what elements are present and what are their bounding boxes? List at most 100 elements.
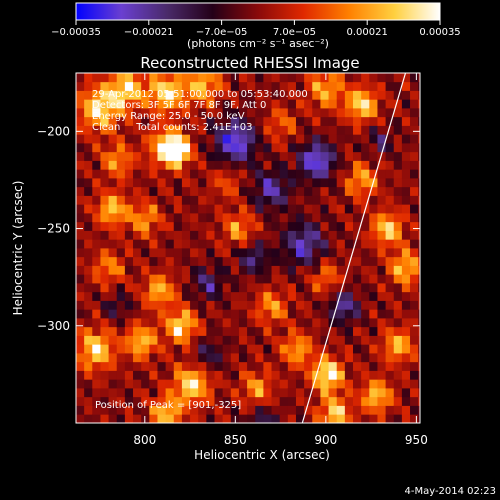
heatmap-cell xyxy=(84,221,93,231)
heatmap-cell xyxy=(418,291,420,301)
heatmap-cell xyxy=(76,291,85,301)
heatmap-cell xyxy=(287,300,297,310)
heatmap-cell xyxy=(165,318,175,328)
heatmap-cell xyxy=(157,248,167,258)
heatmap-cell xyxy=(385,326,395,336)
heatmap-cell xyxy=(304,274,313,284)
heatmap-cell xyxy=(181,125,191,135)
heatmap-cell xyxy=(100,116,109,126)
plot-area: 800 850 900 950−200−250−300 xyxy=(37,72,428,447)
heatmap-cell xyxy=(263,90,272,100)
heatmap-cell xyxy=(393,274,403,284)
heatmap-cell xyxy=(133,353,142,363)
heatmap-cell xyxy=(206,195,215,205)
heatmap-cell xyxy=(279,414,289,423)
heatmap-cell xyxy=(181,326,191,336)
heatmap-cell xyxy=(328,143,338,153)
heatmap-cell xyxy=(133,178,142,188)
heatmap-cell xyxy=(336,178,346,188)
heatmap-cell xyxy=(214,178,224,188)
heatmap-cell xyxy=(279,326,289,336)
heatmap-cell xyxy=(222,370,232,380)
heatmap-cell xyxy=(328,178,338,188)
heatmap-cell xyxy=(377,169,386,179)
heatmap-cell xyxy=(108,405,118,415)
heatmap-cell xyxy=(100,291,109,301)
heatmap-cell xyxy=(247,116,256,126)
heatmap-cell xyxy=(133,309,142,319)
heatmap-cell xyxy=(369,125,378,135)
heatmap-cell xyxy=(222,344,232,354)
heatmap-cell xyxy=(149,344,158,354)
heatmap-cell xyxy=(271,186,281,196)
heatmap-cell xyxy=(328,169,338,179)
heatmap-cell xyxy=(190,318,199,328)
heatmap-cell xyxy=(312,379,321,389)
heatmap-cell xyxy=(100,335,109,345)
heatmap-cell xyxy=(92,108,101,118)
heatmap-cell xyxy=(198,248,207,258)
heatmap-cell xyxy=(173,134,183,144)
heatmap-cell xyxy=(76,370,85,380)
heatmap-cell xyxy=(92,274,101,284)
heatmap-cell xyxy=(173,283,183,293)
heatmap-cell xyxy=(108,318,118,328)
heatmap-cell xyxy=(190,151,199,161)
heatmap-cell xyxy=(206,318,215,328)
heatmap-cell xyxy=(247,265,256,275)
heatmap-cell xyxy=(214,344,224,354)
heatmap-cell xyxy=(393,90,403,100)
heatmap-cell xyxy=(157,160,167,170)
heatmap-cell xyxy=(100,213,109,223)
heatmap-cell xyxy=(255,230,264,240)
heatmap-cell xyxy=(141,143,150,153)
heatmap-cell xyxy=(133,90,142,100)
heatmap-cell xyxy=(116,151,126,161)
heatmap-cell xyxy=(84,326,93,336)
heatmap-cell xyxy=(336,99,346,109)
heatmap-cell xyxy=(157,370,167,380)
heatmap-cell xyxy=(369,151,378,161)
heatmap-cell xyxy=(198,90,207,100)
heatmap-cell xyxy=(157,169,167,179)
heatmap-cell xyxy=(320,134,329,144)
heatmap-cell xyxy=(287,195,297,205)
heatmap-cell xyxy=(418,335,420,345)
heatmap-cell xyxy=(304,388,313,398)
heatmap-cell xyxy=(181,204,191,214)
heatmap-cell xyxy=(401,186,411,196)
heatmap-cell xyxy=(157,414,167,423)
heatmap-cell xyxy=(377,344,386,354)
heatmap-cell xyxy=(157,116,167,126)
heatmap-cell xyxy=(377,291,386,301)
heatmap-cell xyxy=(230,195,240,205)
heatmap-cell xyxy=(401,291,411,301)
heatmap-cell xyxy=(401,160,411,170)
heatmap-cell xyxy=(92,405,101,415)
heatmap-cell xyxy=(271,326,281,336)
heatmap-cell xyxy=(157,73,167,83)
heatmap-cell xyxy=(418,405,420,415)
heatmap-cell xyxy=(287,99,297,109)
heatmap-cell xyxy=(238,326,248,336)
heatmap-cell xyxy=(149,379,158,389)
heatmap-cell xyxy=(149,116,158,126)
heatmap-cell xyxy=(393,186,403,196)
heatmap-cell xyxy=(76,90,85,100)
heatmap-cell xyxy=(198,221,207,231)
heatmap-cell xyxy=(181,81,191,91)
heatmap-cell xyxy=(206,283,215,293)
heatmap-cell xyxy=(141,300,150,310)
heatmap-cell xyxy=(328,160,338,170)
heatmap-cell xyxy=(344,169,354,179)
heatmap-cell xyxy=(361,195,370,205)
heatmap-cell xyxy=(344,370,354,380)
heatmap-cell xyxy=(410,230,419,240)
heatmap-cell xyxy=(247,256,256,266)
heatmap-cell xyxy=(230,370,240,380)
heatmap-cell xyxy=(133,204,142,214)
heatmap-cell xyxy=(238,396,248,406)
heatmap-cell xyxy=(418,221,420,231)
heatmap-cell xyxy=(279,178,289,188)
heatmap-cell xyxy=(271,265,281,275)
